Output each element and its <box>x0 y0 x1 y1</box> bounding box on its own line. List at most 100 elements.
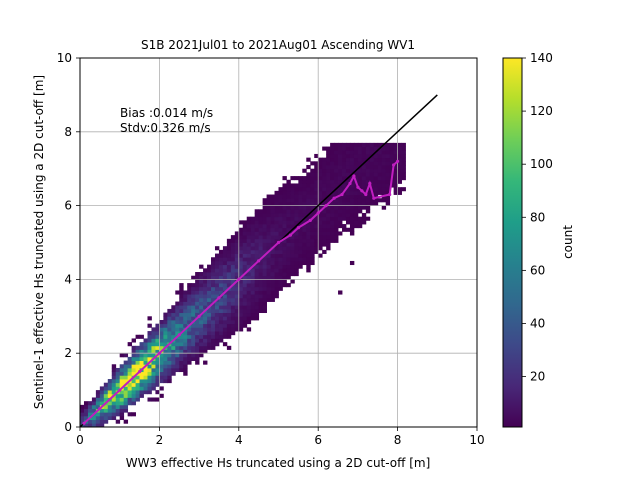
heatmap-cell <box>222 327 228 332</box>
heatmap-cell <box>91 423 97 428</box>
heatmap-cell <box>270 272 275 277</box>
heatmap-cell <box>314 249 319 254</box>
heatmap-cell <box>159 338 164 343</box>
heatmap-cell <box>107 393 113 398</box>
heatmap-cell <box>266 260 271 266</box>
heatmap-cell <box>246 260 252 266</box>
heatmap-cell <box>334 157 339 162</box>
heatmap-cell <box>191 275 196 280</box>
heatmap-cell <box>155 349 160 354</box>
heatmap-cell <box>171 367 176 373</box>
heatmap-cell <box>207 301 212 306</box>
heatmap-cell <box>274 279 279 284</box>
heatmap-cell <box>107 386 113 391</box>
heatmap-cell <box>282 264 287 269</box>
heatmap-cell <box>306 198 311 203</box>
heatmap-cell <box>326 224 331 229</box>
heatmap-cell <box>179 327 184 332</box>
heatmap-cell <box>310 242 315 247</box>
heatmap-cell <box>242 308 248 314</box>
binned-mean-point <box>340 192 344 197</box>
heatmap-cell <box>163 331 168 336</box>
heatmap-cell <box>322 194 327 199</box>
heatmap-cell <box>155 364 160 369</box>
heatmap-cell <box>171 353 176 358</box>
heatmap-cell <box>147 386 152 391</box>
heatmap-cell <box>191 312 196 317</box>
heatmap-cell <box>250 297 256 302</box>
heatmap-cell <box>91 408 97 413</box>
heatmap-cell <box>353 212 359 218</box>
heatmap-cell <box>80 404 85 409</box>
heatmap-cell <box>330 161 335 166</box>
heatmap-cell <box>385 153 391 159</box>
heatmap-cell <box>373 157 379 162</box>
heatmap-cell <box>306 183 311 188</box>
heatmap-cell <box>254 235 260 240</box>
heatmap-cell <box>199 283 204 288</box>
heatmap-cell <box>278 205 283 210</box>
heatmap-cell <box>211 283 216 288</box>
heatmap-cell <box>195 349 200 354</box>
heatmap-cell <box>123 379 129 384</box>
heatmap-cell <box>131 382 136 387</box>
heatmap-cell <box>334 235 339 240</box>
heatmap-cell <box>250 260 256 266</box>
heatmap-cell <box>127 386 133 391</box>
binned-mean-point <box>237 277 241 281</box>
heatmap-cell <box>207 283 212 288</box>
heatmap-cell <box>294 260 299 266</box>
heatmap-cell <box>326 205 331 210</box>
heatmap-cell <box>286 272 291 277</box>
heatmap-cell <box>397 150 402 155</box>
heatmap-cell <box>191 301 196 306</box>
heatmap-cell <box>361 183 367 188</box>
binned-mean-point <box>372 196 376 200</box>
heatmap-cell <box>349 194 355 199</box>
heatmap-cell <box>306 201 311 206</box>
heatmap-cell <box>171 356 176 361</box>
heatmap-cell <box>278 286 283 291</box>
heatmap-cell <box>234 323 240 328</box>
x-tick-label: 4 <box>235 433 243 447</box>
heatmap-cell <box>246 283 252 288</box>
heatmap-cell <box>143 342 148 347</box>
heatmap-cell <box>199 264 204 269</box>
heatmap-cell <box>322 201 327 206</box>
heatmap-cell <box>322 190 327 195</box>
heatmap-cell <box>302 249 307 254</box>
heatmap-cell <box>214 323 220 328</box>
heatmap-cell <box>238 235 244 240</box>
heatmap-cell <box>159 360 164 365</box>
heatmap-cell <box>238 227 244 232</box>
heatmap-cell <box>230 308 236 314</box>
heatmap-cell <box>179 367 184 373</box>
heatmap-cell <box>326 235 331 240</box>
heatmap-cell <box>286 227 291 232</box>
heatmap-cell <box>397 161 402 166</box>
heatmap-cell <box>218 290 224 295</box>
heatmap-cell <box>230 297 236 302</box>
heatmap-cell <box>91 401 97 406</box>
heatmap-cell <box>187 305 192 310</box>
heatmap-cell <box>258 238 264 243</box>
heatmap-cell <box>199 319 204 325</box>
heatmap-cell <box>310 224 315 229</box>
heatmap-cell <box>326 153 331 159</box>
heatmap-cell <box>334 220 339 225</box>
heatmap-cell <box>139 382 144 387</box>
heatmap-cell <box>270 235 275 240</box>
heatmap-cell <box>222 294 228 299</box>
heatmap-cell <box>147 371 152 376</box>
heatmap-cell <box>342 201 347 206</box>
heatmap-cell <box>278 283 283 288</box>
heatmap-cell <box>95 401 101 406</box>
heatmap-cell <box>342 187 347 192</box>
heatmap-cell <box>119 412 125 417</box>
heatmap-cell <box>369 165 375 170</box>
heatmap-cell <box>338 176 343 181</box>
heatmap-cell <box>322 224 327 229</box>
heatmap-cell <box>207 342 212 347</box>
heatmap-cell <box>381 187 387 192</box>
heatmap-cell <box>207 286 212 291</box>
